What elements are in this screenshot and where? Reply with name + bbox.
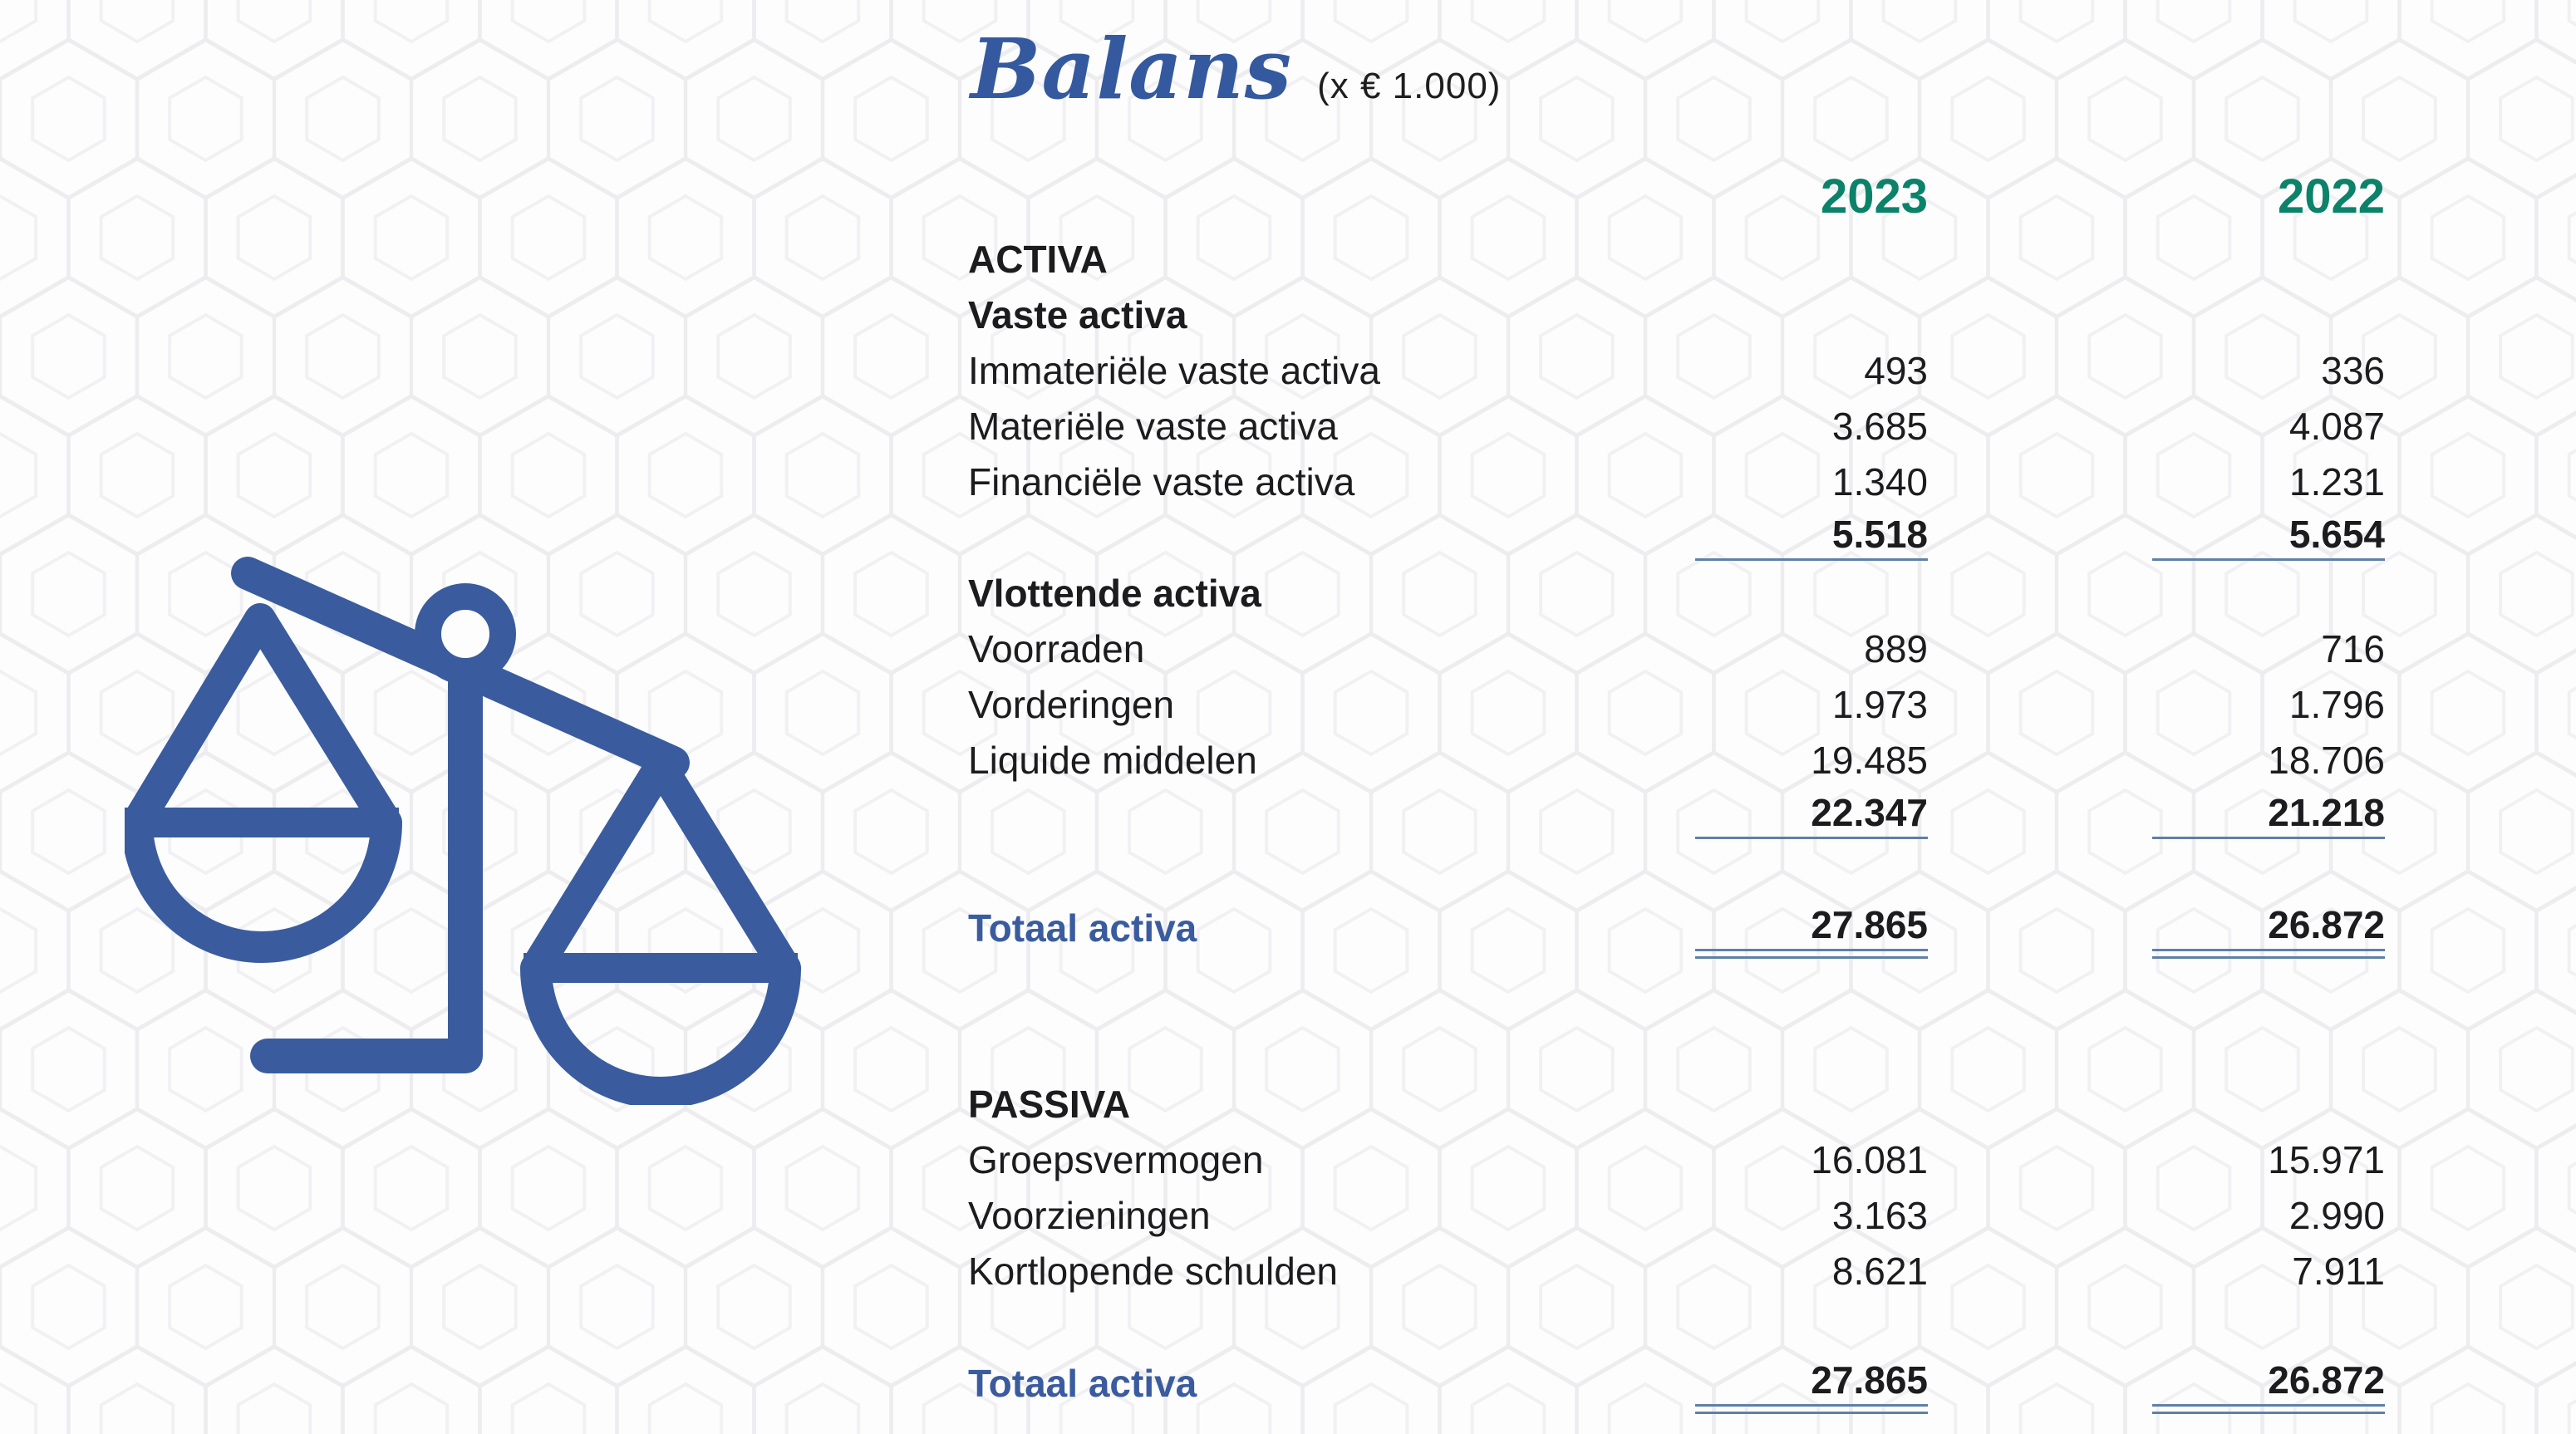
scale-pivot	[415, 583, 516, 685]
row-label: Materiële vaste activa	[968, 404, 1338, 448]
value-2023: 493	[1864, 348, 1928, 392]
value-2022: 716	[2321, 626, 2385, 670]
value-2022: 1.231	[2288, 459, 2385, 503]
row-label: Liquide middelen	[968, 738, 1257, 782]
table-row: Totaal activa 27.865 26.872	[968, 1355, 2385, 1414]
page-title: Balans	[971, 20, 1293, 118]
row-label: Immateriële vaste activa	[968, 348, 1380, 392]
table-row: Vorderingen 1.973 1.796	[968, 676, 2385, 732]
row-label: Vaste activa	[968, 292, 1187, 336]
value-2022: 4.087	[2288, 404, 2385, 448]
value-2023: 889	[1864, 626, 1928, 670]
row-label: Voorzieningen	[968, 1193, 1211, 1237]
value-2023: 1.973	[1831, 682, 1928, 726]
year-header-row: 2023 2022	[968, 141, 2385, 231]
year-header-2022: 2022	[2277, 169, 2385, 223]
year-header-2023: 2023	[1820, 169, 1928, 223]
table-row: Financiële vaste activa 1.340 1.231	[968, 454, 2385, 509]
value-2023: 16.081	[1811, 1137, 1928, 1181]
table-row: ACTIVA	[968, 231, 2385, 287]
table-row: Immateriële vaste activa 493 336	[968, 342, 2385, 398]
value-2022: 2.990	[2288, 1193, 2385, 1237]
title-unit: (x € 1.000)	[1317, 66, 1502, 106]
table-row: Voorraden 889 716	[968, 621, 2385, 676]
table-row: Voorzieningen 3.163 2.990	[968, 1187, 2385, 1243]
row-label: Financiële vaste activa	[968, 459, 1355, 503]
table-row: Kortlopende schulden 8.621 7.911	[968, 1243, 2385, 1299]
value-2022: 5.654	[2152, 509, 2385, 561]
balance-scale-icon	[121, 523, 823, 1108]
table-row: Liquide middelen 19.485 18.706	[968, 732, 2385, 788]
scale-right-pan	[520, 750, 801, 1108]
row-label: Totaal activa	[968, 906, 1197, 950]
row-label: Totaal activa	[968, 1361, 1197, 1405]
table-row: PASSIVA	[968, 1076, 2385, 1132]
value-2022: 26.872	[2152, 900, 2385, 959]
value-2022: 21.218	[2152, 788, 2385, 839]
value-2023: 19.485	[1811, 738, 1928, 782]
row-label: Vorderingen	[968, 682, 1175, 726]
table-row: Totaal activa 27.865 26.872	[968, 900, 2385, 959]
value-2022: 336	[2321, 348, 2385, 392]
value-2023: 27.865	[1695, 900, 1928, 959]
value-2023: 22.347	[1695, 788, 1928, 839]
scale-left-pan	[121, 603, 402, 963]
table-row: Vaste activa	[968, 287, 2385, 342]
row-label: Groepsvermogen	[968, 1137, 1264, 1181]
table-row: Vlottende activa	[968, 565, 2385, 621]
table-row: 5.518 5.654	[968, 509, 2385, 565]
title-bar: Balans (x € 1.000)	[971, 23, 1501, 115]
balance-table: 2023 2022 ACTIVA Vaste activa Immateriële …	[968, 141, 2385, 1414]
value-2023: 3.163	[1831, 1193, 1928, 1237]
row-label: Voorraden	[968, 626, 1145, 670]
table-rows: ACTIVA Vaste activa Immateriële vaste acti…	[968, 231, 2385, 1414]
value-2023: 1.340	[1831, 459, 1928, 503]
row-label: PASSIVA	[968, 1082, 1131, 1126]
value-2023: 5.518	[1695, 509, 1928, 561]
table-row: Groepsvermogen 16.081 15.971	[968, 1132, 2385, 1187]
value-2022: 1.796	[2288, 682, 2385, 726]
value-2023: 27.865	[1695, 1355, 1928, 1414]
value-2022: 26.872	[2152, 1355, 2385, 1414]
row-label: Vlottende activa	[968, 571, 1261, 615]
value-2023: 3.685	[1831, 404, 1928, 448]
table-row: Materiële vaste activa 3.685 4.087	[968, 398, 2385, 454]
row-label: ACTIVA	[968, 237, 1108, 281]
table-row: 22.347 21.218	[968, 788, 2385, 843]
value-2022: 18.706	[2268, 738, 2385, 782]
value-2022: 15.971	[2268, 1137, 2385, 1181]
row-label: Kortlopende schulden	[968, 1249, 1338, 1293]
value-2022: 7.911	[2292, 1249, 2385, 1293]
value-2023: 8.621	[1831, 1249, 1928, 1293]
